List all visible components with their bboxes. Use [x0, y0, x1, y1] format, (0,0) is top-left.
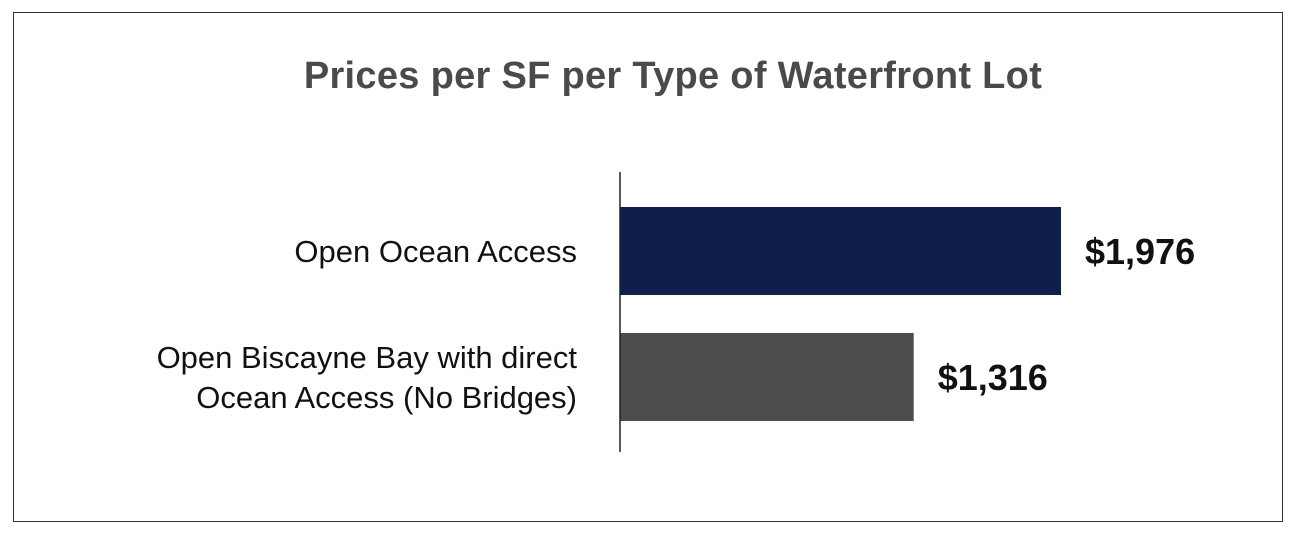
- chart-title: Prices per SF per Type of Waterfront Lot: [303, 55, 1043, 97]
- category-label-1-line-1: Ocean Access (No Bridges): [196, 380, 577, 415]
- value-label-0: $1,976: [1085, 231, 1195, 272]
- bar-1: [620, 333, 914, 421]
- bar-0: [620, 207, 1061, 295]
- value-label-1: $1,316: [938, 357, 1048, 398]
- bars-layer: [620, 207, 1061, 421]
- labels-layer: $1,976 Open Ocean Access $1,316 Open Biscay…: [157, 231, 1196, 415]
- category-label-1-line-0: Open Biscayne Bay with direct: [157, 340, 578, 375]
- category-label-0-line-0: Open Ocean Access: [294, 234, 577, 269]
